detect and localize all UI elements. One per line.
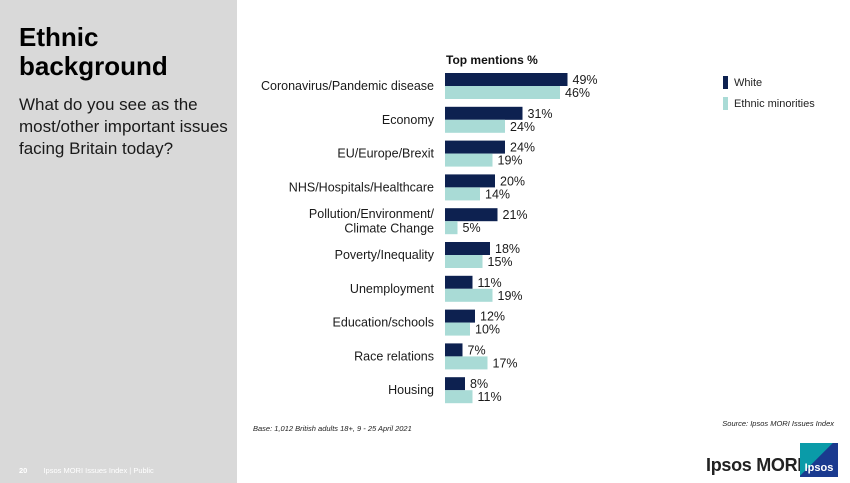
- data-label: 19%: [498, 289, 523, 303]
- chart-title: Top mentions %: [446, 53, 538, 67]
- legend-label-white: White: [734, 76, 763, 89]
- base-note: Base: 1,012 British adults 18+, 9 - 25 A…: [253, 424, 412, 433]
- data-label: 18%: [495, 242, 520, 256]
- bar-white: [445, 174, 495, 188]
- bar-white: [445, 309, 475, 323]
- data-label: 21%: [503, 208, 528, 222]
- data-label: 31%: [528, 107, 553, 121]
- footer-text: Ipsos MORI Issues Index | Public: [43, 466, 154, 475]
- bar-white: [445, 343, 463, 357]
- data-label: 7%: [468, 343, 486, 357]
- category-label: Unemployment: [350, 282, 435, 296]
- bar-ethnic-minorities: [445, 86, 560, 99]
- bar-white: [445, 140, 505, 154]
- legend-label-ethnic-minorities: Ethnic minorities: [734, 97, 815, 110]
- left-panel: [0, 0, 237, 483]
- category-label: Education/schools: [333, 316, 434, 330]
- category-label: EU/Europe/Brexit: [337, 147, 434, 161]
- bar-ethnic-minorities: [445, 390, 473, 404]
- category-label: NHS/Hospitals/Healthcare: [289, 180, 434, 194]
- data-label: 20%: [500, 174, 525, 188]
- category-label: Poverty/Inequality: [335, 248, 435, 262]
- data-label: 46%: [565, 86, 590, 100]
- category-label: Coronavirus/Pandemic disease: [261, 79, 434, 93]
- bar-white: [445, 73, 568, 86]
- data-label: 14%: [485, 187, 510, 201]
- footer: 20 Ipsos MORI Issues Index | Public: [19, 466, 154, 475]
- ipsos-logo: Ipsos: [800, 443, 838, 477]
- data-label: 10%: [475, 323, 500, 337]
- bar-ethnic-minorities: [445, 187, 480, 201]
- source-note: Source: Ipsos MORI Issues Index: [722, 419, 834, 428]
- legend-item-ethnic-minorities: Ethnic minorities: [723, 97, 815, 110]
- category-label: Economy: [382, 113, 435, 127]
- data-label: 19%: [498, 154, 523, 168]
- brand-name: Ipsos MORI: [706, 455, 803, 475]
- bar-ethnic-minorities: [445, 255, 483, 268]
- data-label: 17%: [493, 356, 518, 370]
- bar-white: [445, 242, 490, 255]
- legend-item-white: White: [723, 76, 762, 89]
- data-label: 8%: [470, 377, 488, 391]
- bar-white: [445, 208, 498, 222]
- data-label: 12%: [480, 310, 505, 324]
- bar-ethnic-minorities: [445, 356, 488, 370]
- legend-swatch-white: [723, 76, 728, 89]
- bar-white: [445, 275, 473, 289]
- category-label: Race relations: [354, 349, 434, 363]
- data-label: 24%: [510, 120, 535, 134]
- data-label: 24%: [510, 141, 535, 155]
- legend-swatch-ethnic-minorities: [723, 97, 728, 110]
- data-label: 15%: [488, 255, 513, 269]
- bar-ethnic-minorities: [445, 119, 505, 133]
- category-label: Pollution/Environment/: [309, 207, 435, 221]
- slide-title: Ethnic background: [19, 22, 168, 81]
- category-label: Housing: [388, 383, 434, 397]
- data-label: 11%: [478, 276, 502, 290]
- bar-ethnic-minorities: [445, 221, 458, 235]
- bar-white: [445, 377, 465, 391]
- logo-text: Ipsos: [804, 462, 834, 474]
- page-number: 20: [19, 466, 28, 475]
- slide-subtitle: What do you see as the most/other import…: [19, 95, 228, 158]
- data-label: 49%: [573, 73, 598, 87]
- bar-white: [445, 106, 523, 120]
- category-label: Climate Change: [344, 221, 434, 235]
- bar-ethnic-minorities: [445, 322, 470, 336]
- bar-ethnic-minorities: [445, 153, 493, 167]
- data-label: 11%: [478, 390, 502, 404]
- bar-ethnic-minorities: [445, 288, 493, 302]
- data-label: 5%: [463, 221, 481, 235]
